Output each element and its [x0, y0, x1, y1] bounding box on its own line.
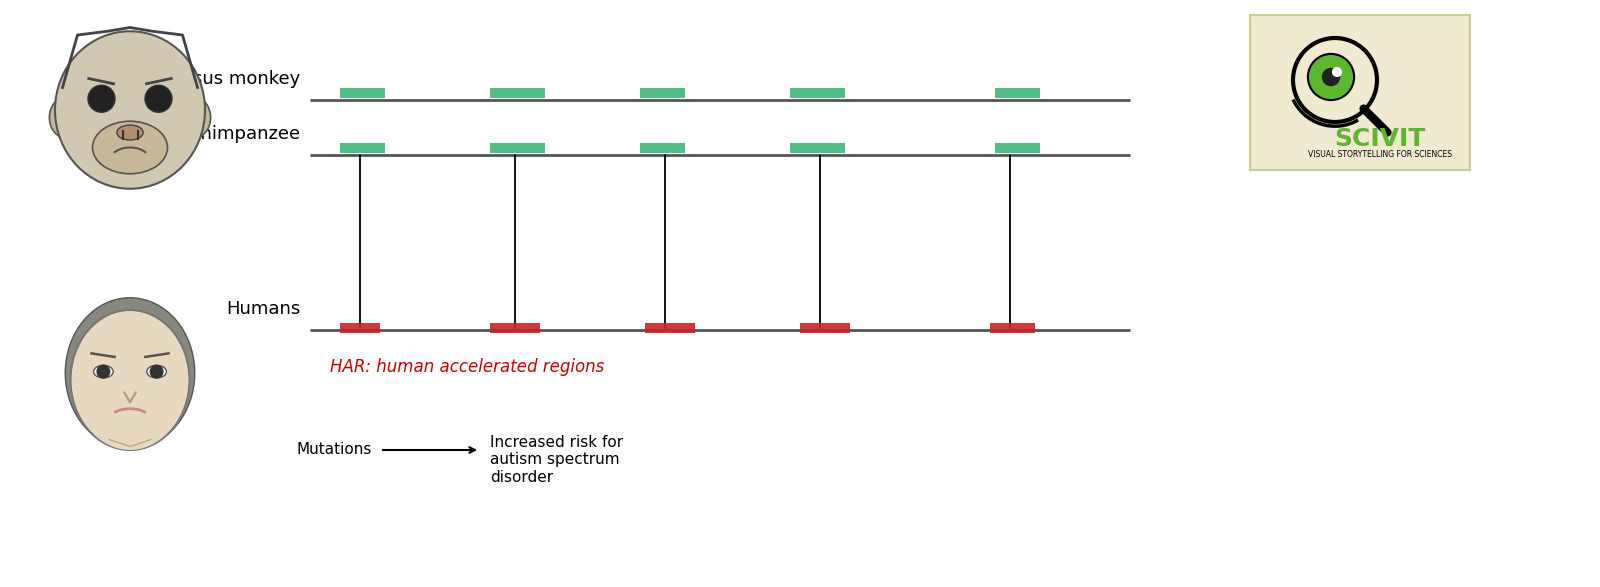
Text: Chimpanzee: Chimpanzee: [187, 125, 301, 143]
Bar: [640, 88, 685, 98]
Circle shape: [1307, 54, 1354, 100]
Circle shape: [96, 365, 110, 379]
Text: Mutations: Mutations: [296, 443, 371, 457]
Bar: [490, 143, 546, 153]
FancyBboxPatch shape: [1250, 15, 1470, 170]
Circle shape: [1322, 68, 1341, 86]
Bar: [339, 143, 386, 153]
Ellipse shape: [54, 31, 205, 189]
Circle shape: [1331, 67, 1342, 77]
Bar: [790, 143, 845, 153]
Ellipse shape: [50, 97, 83, 138]
Text: Rhesus monkey: Rhesus monkey: [158, 70, 301, 88]
Bar: [640, 143, 685, 153]
Ellipse shape: [75, 324, 184, 450]
Ellipse shape: [66, 298, 195, 448]
Text: Humans: Humans: [226, 300, 301, 318]
Ellipse shape: [178, 97, 211, 138]
Bar: [490, 323, 541, 333]
Circle shape: [150, 365, 163, 379]
Ellipse shape: [147, 365, 166, 378]
Bar: [790, 88, 845, 98]
Bar: [800, 323, 850, 333]
Ellipse shape: [93, 365, 114, 378]
Bar: [995, 143, 1040, 153]
Bar: [339, 88, 386, 98]
Bar: [995, 88, 1040, 98]
Ellipse shape: [70, 310, 189, 450]
Text: Increased risk for
autism spectrum
disorder: Increased risk for autism spectrum disor…: [490, 435, 622, 485]
Bar: [490, 88, 546, 98]
Circle shape: [146, 85, 173, 112]
Bar: [990, 323, 1035, 333]
Ellipse shape: [117, 125, 142, 140]
Circle shape: [88, 85, 115, 112]
Text: VISUAL STORYTELLING FOR SCIENCES: VISUAL STORYTELLING FOR SCIENCES: [1309, 150, 1453, 159]
Text: SCIVIT: SCIVIT: [1334, 127, 1426, 151]
Text: HAR: human accelerated regions: HAR: human accelerated regions: [330, 358, 605, 376]
Ellipse shape: [93, 122, 168, 174]
Bar: [339, 323, 381, 333]
Bar: [645, 323, 694, 333]
